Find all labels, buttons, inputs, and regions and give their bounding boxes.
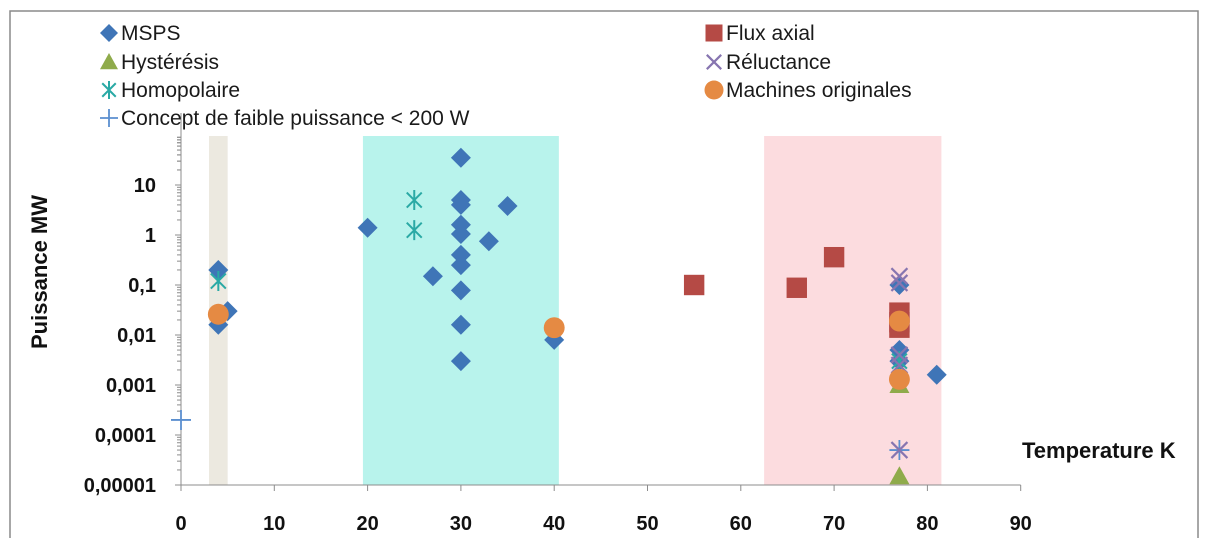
legend-label-machines-originales: Machines originales bbox=[726, 79, 912, 102]
point-msps bbox=[450, 147, 471, 168]
y-tick-label: 0,0001 bbox=[95, 425, 156, 447]
legend-label-hysteresis: Hystérésis bbox=[121, 51, 219, 74]
x-tick-label: 0 bbox=[175, 513, 186, 535]
y-tick-label: 0,001 bbox=[106, 375, 156, 397]
point-msps bbox=[450, 255, 471, 276]
legend-label-reluctance: Réluctance bbox=[726, 51, 831, 74]
x-tick-label: 60 bbox=[730, 513, 752, 535]
x-tick-label: 40 bbox=[543, 513, 565, 535]
y-tick-label: 10 bbox=[134, 175, 156, 197]
x-tick-label: 10 bbox=[263, 513, 285, 535]
point-homopolaire bbox=[406, 220, 423, 241]
point-msps bbox=[450, 244, 471, 265]
legend-label-flux-axial: Flux axial bbox=[726, 22, 815, 45]
x-tick-label: 30 bbox=[450, 513, 472, 535]
point-flux-axial bbox=[683, 274, 705, 296]
legend-label-msps: MSPS bbox=[121, 22, 181, 45]
data-points bbox=[171, 147, 947, 485]
legend-marker-hysteresis bbox=[100, 53, 118, 70]
y-tick-label: 0,01 bbox=[117, 325, 156, 347]
point-machines-originales bbox=[543, 317, 565, 339]
legend-marker-flux-axial bbox=[705, 24, 723, 42]
x-tick-label: 80 bbox=[916, 513, 938, 535]
legend-label-homopolaire: Homopolaire bbox=[121, 79, 240, 102]
point-msps bbox=[450, 314, 471, 335]
legend-marker-msps bbox=[100, 24, 118, 42]
point-msps bbox=[478, 231, 499, 252]
point-msps bbox=[357, 217, 378, 238]
point-machines-originales bbox=[207, 303, 229, 325]
point-msps bbox=[450, 351, 471, 372]
shaded-region-3 bbox=[764, 136, 942, 485]
point-msps bbox=[497, 196, 518, 217]
legend-label-concept-de-faible-puissance-200-w: Concept de faible puissance < 200 W bbox=[121, 107, 470, 130]
point-msps bbox=[450, 280, 471, 301]
x-tick-label: 90 bbox=[1010, 513, 1032, 535]
point-msps bbox=[450, 223, 471, 244]
point-reluctance bbox=[890, 267, 909, 285]
point-reluctance bbox=[890, 274, 909, 292]
y-tick-label: 1 bbox=[145, 225, 156, 247]
chart-border bbox=[9, 10, 1199, 538]
point-concept-de-faible-puissance-200-w bbox=[171, 409, 191, 430]
point-flux-axial bbox=[786, 277, 807, 298]
shaded-regions bbox=[208, 136, 942, 485]
y-tick-label: 0,00001 bbox=[84, 475, 156, 497]
x-tick-label: 50 bbox=[636, 513, 658, 535]
point-machines-originales bbox=[888, 310, 910, 332]
y-axis-title: Puissance MW bbox=[27, 195, 52, 349]
point-homopolaire bbox=[406, 190, 423, 211]
x-tick-label: 70 bbox=[823, 513, 845, 535]
point-homopolaire bbox=[210, 271, 227, 292]
x-axis-title: Temperature K bbox=[1022, 438, 1176, 463]
y-tick-label: 0,1 bbox=[128, 275, 156, 297]
x-tick-label: 20 bbox=[356, 513, 378, 535]
point-machines-originales bbox=[888, 368, 910, 390]
legend-marker-concept-de-faible-puissance-200-w bbox=[100, 109, 118, 127]
point-hysteresis bbox=[889, 466, 910, 485]
point-reluctance bbox=[890, 441, 909, 459]
legend-marker-homopolaire bbox=[101, 81, 117, 99]
point-msps bbox=[450, 194, 471, 215]
shaded-region-2 bbox=[362, 136, 559, 485]
point-msps bbox=[926, 364, 947, 385]
point-flux-axial bbox=[823, 246, 845, 268]
point-msps bbox=[422, 266, 443, 287]
legend: MSPS Hystérésis Homopolaire Concept de faib… bbox=[100, 22, 912, 130]
legend-marker-reluctance bbox=[706, 54, 722, 70]
legend-marker-machines-originales bbox=[704, 80, 724, 100]
